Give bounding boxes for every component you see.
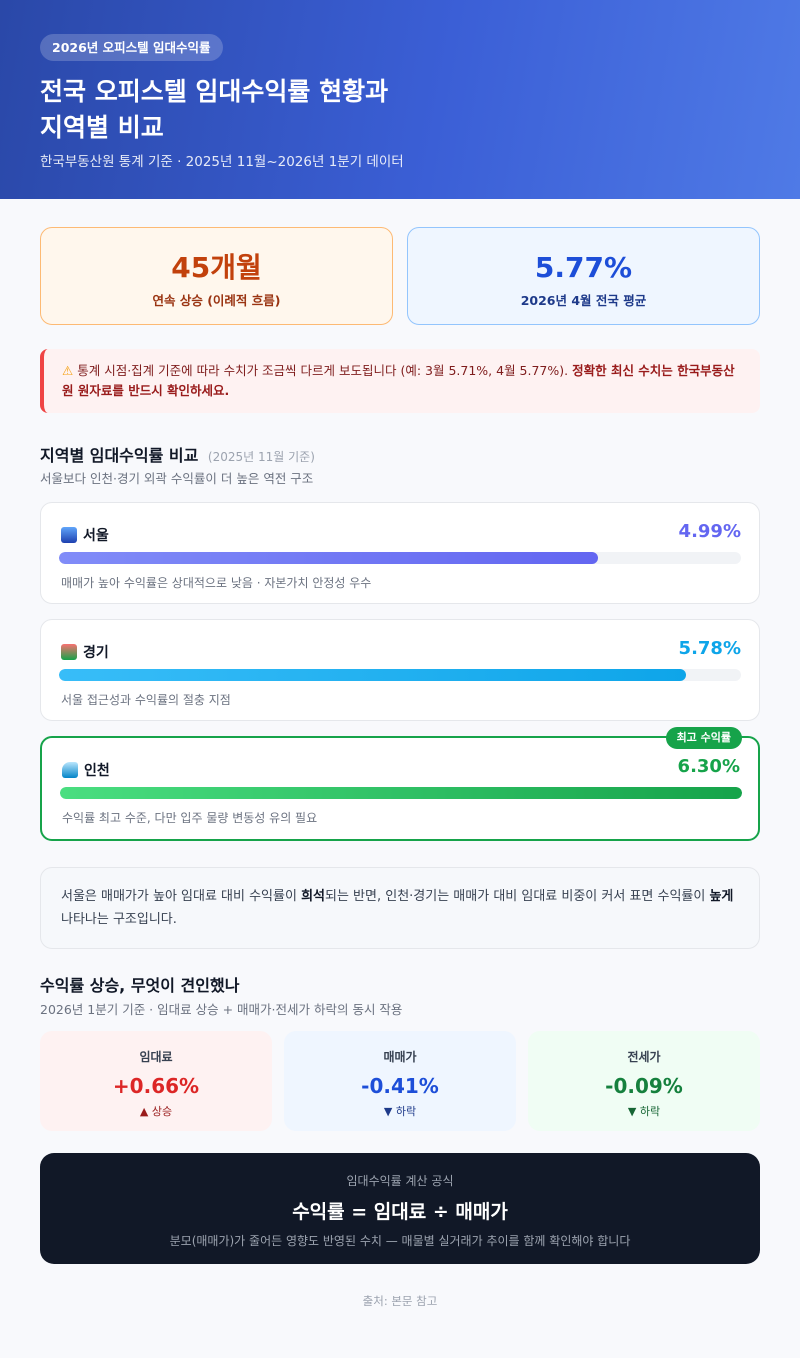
wave-icon: [62, 762, 78, 778]
warning-icon: ⚠: [62, 363, 74, 378]
source-note: 출처: 본문 참고: [362, 1294, 438, 1308]
driver-label: 전세가: [627, 1050, 661, 1064]
formula-box: 임대수익률 계산 공식 수익률 = 임대료 ÷ 매매가 분모(매매가)가 줄어든…: [40, 1153, 760, 1264]
yield-bar-track: [60, 787, 742, 799]
driver-card-rent: 임대료 +0.66% ▲ 상승: [40, 1031, 272, 1131]
driver-card-jeonse: 전세가 -0.09% ▼ 하락: [528, 1031, 760, 1131]
note-text: 서울은 매매가가 높아 임대료 대비 수익률이: [61, 889, 302, 904]
driver-card-sale-price: 매매가 -0.41% ▼ 하락: [284, 1031, 516, 1131]
region-name-label: 서울: [83, 528, 109, 544]
hero-banner: 2026년 오피스텔 임대수익률 전국 오피스텔 임대수익률 현황과 지역별 비…: [0, 0, 800, 199]
stat-card-average: 5.77% 2026년 4월 전국 평균: [407, 227, 760, 325]
main-content: 45개월 연속 상승 (이례적 흐름) 5.77% 2026년 4월 전국 평균…: [0, 199, 800, 1358]
stat-value: 5.77%: [534, 251, 633, 284]
region-name: 경기: [61, 642, 109, 662]
warning-text: 통계 시점·집계 기준에 따라 수치가 조금씩 다르게 보도됩니다 (예: 3월…: [77, 363, 573, 378]
region-yield-value: 6.30%: [677, 756, 740, 777]
stat-value: 45개월: [171, 251, 262, 284]
region-yield-value: 5.78%: [678, 638, 741, 659]
formula-note: 분모(매매가)가 줄어든 영향도 반영된 수치 — 매물별 실거래가 추이를 함…: [169, 1234, 631, 1248]
explanation-note: 서울은 매매가가 높아 임대료 대비 수익률이 희석되는 반면, 인천·경기는 …: [40, 867, 760, 949]
note-emphasis: 희석: [301, 889, 325, 904]
region-name-label: 경기: [83, 645, 109, 661]
driver-label: 임대료: [139, 1050, 173, 1064]
note-text: 되는 반면, 인천·경기는 매매가 대비 임대료 비중이 커서 표면 수익률이: [325, 889, 710, 904]
formula-equation: 수익률 = 임대료 ÷ 매매가: [292, 1201, 508, 1223]
driver-value: -0.41%: [361, 1074, 439, 1098]
driver-label: 매매가: [383, 1050, 417, 1064]
stat-card-streak: 45개월 연속 상승 (이례적 흐름): [40, 227, 393, 325]
category-badge: 2026년 오피스텔 임대수익률: [40, 34, 223, 61]
driver-trend: ▼ 하락: [627, 1105, 661, 1118]
yield-bar-track: [59, 669, 741, 681]
driver-trend: ▼ 하락: [383, 1105, 417, 1118]
house-icon: [61, 644, 77, 660]
page-title: 전국 오피스텔 임대수익률 현황과 지역별 비교: [40, 74, 388, 146]
driver-trend: ▲ 상승: [139, 1105, 173, 1118]
yield-bar-fill: [60, 787, 742, 799]
regions-subtitle: 서울보다 인천·경기 외곽 수익률이 더 높은 역전 구조: [40, 471, 314, 486]
region-card-gyeonggi: 경기 5.78% 서울 접근성과 수익률의 절충 지점: [40, 619, 760, 721]
regions-title: 지역별 임대수익률 비교: [40, 446, 199, 465]
page-title-line2: 지역별 비교: [40, 113, 164, 142]
page-title-line1: 전국 오피스텔 임대수익률 현황과: [40, 77, 389, 106]
page-subtitle: 한국부동산원 통계 기준 · 2025년 11월~2026년 1분기 데이터: [40, 154, 404, 170]
driver-value: -0.09%: [605, 1074, 683, 1098]
driver-value: +0.66%: [112, 1074, 200, 1098]
yield-bar-fill: [59, 552, 598, 564]
stat-label: 연속 상승 (이례적 흐름): [152, 293, 281, 308]
city-icon: [61, 527, 77, 543]
region-yield-value: 4.99%: [678, 521, 741, 542]
region-description: 매매가 높아 수익률은 상대적으로 낮음 · 자본가치 안정성 우수: [61, 576, 372, 590]
note-emphasis: 높게: [709, 889, 734, 904]
regions-title-note: (2025년 11월 기준): [207, 450, 315, 464]
yield-bar-fill: [59, 669, 687, 681]
best-yield-badge: 최고 수익률: [665, 727, 742, 749]
drivers-title: 수익률 상승, 무엇이 견인했나: [40, 976, 240, 995]
drivers-subtitle: 2026년 1분기 기준 · 임대료 상승 + 매매가·전세가 하락의 동시 작…: [40, 1002, 403, 1017]
formula-label: 임대수익률 계산 공식: [346, 1174, 454, 1188]
region-card-incheon: 최고 수익률 인천 6.30% 수익률 최고 수준, 다만 입주 물량 변동성 …: [40, 727, 760, 841]
region-card-seoul: 서울 4.99% 매매가 높아 수익률은 상대적으로 낮음 · 자본가치 안정성…: [40, 502, 760, 604]
warning-box: ⚠ 통계 시점·집계 기준에 따라 수치가 조금씩 다르게 보도됩니다 (예: 3…: [40, 349, 760, 413]
region-name: 인천: [62, 760, 110, 780]
region-description: 수익률 최고 수준, 다만 입주 물량 변동성 유의 필요: [62, 811, 318, 825]
warning-emphasis: 정확한 최신 수치는 한국부동산원 원자료를 반드시 확인하세요.: [62, 363, 735, 398]
regions-section-title: 지역별 임대수익률 비교 (2025년 11월 기준): [40, 442, 315, 466]
region-name: 서울: [61, 525, 109, 545]
region-description: 서울 접근성과 수익률의 절충 지점: [61, 693, 231, 707]
yield-bar-track: [59, 552, 741, 564]
note-text: 나타나는 구조입니다.: [61, 912, 177, 927]
stat-label: 2026년 4월 전국 평균: [520, 293, 647, 308]
region-name-label: 인천: [84, 763, 110, 779]
